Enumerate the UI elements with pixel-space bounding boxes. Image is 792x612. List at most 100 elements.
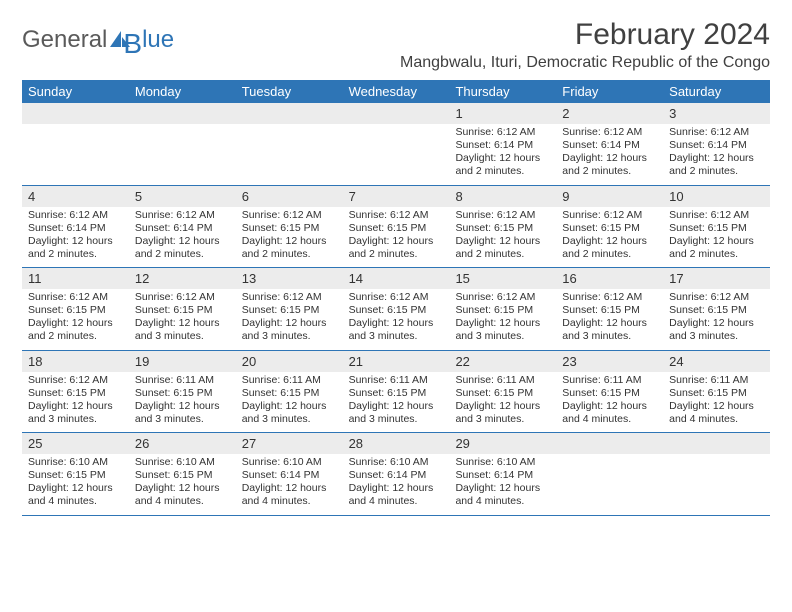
- sunset-text: Sunset: 6:14 PM: [669, 139, 764, 152]
- sunset-text: Sunset: 6:15 PM: [455, 387, 550, 400]
- sunrise-text: Sunrise: 6:12 AM: [669, 126, 764, 139]
- day-number: [663, 433, 770, 454]
- header: General Blue February 2024 Mangbwalu, It…: [22, 18, 770, 72]
- sunset-text: Sunset: 6:15 PM: [669, 222, 764, 235]
- sunrise-text: Sunrise: 6:12 AM: [135, 291, 230, 304]
- sunset-text: Sunset: 6:15 PM: [562, 304, 657, 317]
- dow-monday: Monday: [129, 80, 236, 103]
- sunset-text: Sunset: 6:14 PM: [242, 469, 337, 482]
- day-number: 4: [22, 186, 129, 207]
- daynum-row: 45678910: [22, 186, 770, 207]
- sunset-text: Sunset: 6:14 PM: [455, 469, 550, 482]
- sunrise-text: Sunrise: 6:12 AM: [28, 291, 123, 304]
- day-body: Sunrise: 6:12 AMSunset: 6:15 PMDaylight:…: [343, 289, 450, 350]
- daylight-text: Daylight: 12 hours and 3 minutes.: [562, 317, 657, 343]
- day-body: Sunrise: 6:12 AMSunset: 6:15 PMDaylight:…: [343, 207, 450, 268]
- body-row: Sunrise: 6:12 AM Sunset: 6:14 PM Daylight:…: [22, 207, 770, 268]
- day-body: Sunrise: 6:10 AMSunset: 6:14 PMDaylight:…: [449, 454, 556, 515]
- sunrise-text: Sunrise: 6:12 AM: [349, 291, 444, 304]
- day-number: [556, 433, 663, 454]
- sunrise-text: Sunrise: 6:10 AM: [28, 456, 123, 469]
- day-body: Sunrise: 6:12 AMSunset: 6:15 PMDaylight:…: [449, 207, 556, 268]
- day-number: 15: [449, 268, 556, 289]
- day-number: 23: [556, 351, 663, 372]
- day-body: Sunrise: 6:10 AMSunset: 6:15 PMDaylight:…: [129, 454, 236, 515]
- sunset-text: Sunset: 6:14 PM: [28, 222, 123, 235]
- sunset-text: Sunset: 6:15 PM: [28, 304, 123, 317]
- daylight-text: Daylight: 12 hours and 2 minutes.: [135, 235, 230, 261]
- day-number: 20: [236, 351, 343, 372]
- logo: General Blue: [22, 18, 174, 56]
- day-body: Sunrise: 6:10 AMSunset: 6:15 PMDaylight:…: [22, 454, 129, 515]
- sunrise-text: Sunrise: 6:12 AM: [562, 291, 657, 304]
- daylight-text: Daylight: 12 hours and 2 minutes.: [455, 152, 550, 178]
- sunset-text: Sunset: 6:15 PM: [349, 387, 444, 400]
- day-number: 3: [663, 103, 770, 124]
- dow-sunday: Sunday: [22, 80, 129, 103]
- day-body: Sunrise: 6:12 AMSunset: 6:15 PMDaylight:…: [663, 289, 770, 350]
- daylight-text: Daylight: 12 hours and 2 minutes.: [28, 317, 123, 343]
- sunrise-text: Sunrise: 6:12 AM: [242, 209, 337, 222]
- sunrise-text: Sunrise: 6:12 AM: [455, 291, 550, 304]
- daylight-text: Daylight: 12 hours and 4 minutes.: [669, 400, 764, 426]
- day-body: Sunrise: 6:12 AMSunset: 6:14 PMDaylight:…: [22, 207, 129, 268]
- logo-b: B: [123, 28, 142, 60]
- dow-wednesday: Wednesday: [343, 80, 450, 103]
- day-body: Sunrise: 6:12 AMSunset: 6:15 PMDaylight:…: [129, 289, 236, 350]
- day-body: Sunrise: 6:12 AMSunset: 6:15 PMDaylight:…: [556, 207, 663, 268]
- sunrise-text: Sunrise: 6:12 AM: [455, 126, 550, 139]
- day-body: Sunrise: 6:12 AMSunset: 6:15 PMDaylight:…: [22, 289, 129, 350]
- dow-saturday: Saturday: [663, 80, 770, 103]
- day-number: 22: [449, 351, 556, 372]
- calendar: Sunday Monday Tuesday Wednesday Thursday…: [22, 80, 770, 516]
- day-number: 8: [449, 186, 556, 207]
- day-body: Sunrise: 6:12 AMSunset: 6:15 PMDaylight:…: [22, 372, 129, 433]
- sunrise-text: Sunrise: 6:12 AM: [242, 291, 337, 304]
- sunrise-text: Sunrise: 6:12 AM: [455, 209, 550, 222]
- sunset-text: Sunset: 6:15 PM: [669, 304, 764, 317]
- sunset-text: Sunset: 6:15 PM: [28, 469, 123, 482]
- sunset-text: Sunset: 6:15 PM: [669, 387, 764, 400]
- sunrise-text: Sunrise: 6:11 AM: [455, 374, 550, 387]
- sunset-text: Sunset: 6:15 PM: [242, 222, 337, 235]
- sunset-text: Sunset: 6:15 PM: [455, 304, 550, 317]
- daylight-text: Daylight: 12 hours and 3 minutes.: [349, 317, 444, 343]
- daylight-text: Daylight: 12 hours and 4 minutes.: [28, 482, 123, 508]
- day-number: 19: [129, 351, 236, 372]
- daynum-row: 2526272829: [22, 433, 770, 454]
- title-block: February 2024 Mangbwalu, Ituri, Democrat…: [400, 18, 770, 72]
- sunrise-text: Sunrise: 6:12 AM: [135, 209, 230, 222]
- sunrise-text: Sunrise: 6:12 AM: [562, 209, 657, 222]
- weeks-container: 123Sunrise: 6:12 AMSunset: 6:14 PMDaylig…: [22, 103, 770, 516]
- page-title: February 2024: [400, 18, 770, 52]
- body-row: Sunrise: 6:10 AMSunset: 6:15 PMDaylight:…: [22, 454, 770, 515]
- logo-text-main: General: [22, 26, 107, 54]
- day-number: 26: [129, 433, 236, 454]
- sunset-text: Sunset: 6:15 PM: [455, 222, 550, 235]
- day-number: 14: [343, 268, 450, 289]
- sunset-text: Sunset: 6:15 PM: [135, 469, 230, 482]
- day-body: Sunrise: 6:12 AMSunset: 6:15 PMDaylight:…: [449, 289, 556, 350]
- day-body: Sunrise: 6:11 AMSunset: 6:15 PMDaylight:…: [449, 372, 556, 433]
- day-body: [236, 124, 343, 185]
- day-number: 10: [663, 186, 770, 207]
- daylight-text: Daylight: 12 hours and 3 minutes.: [28, 400, 123, 426]
- day-body: [343, 124, 450, 185]
- day-body: [663, 454, 770, 515]
- day-number: 29: [449, 433, 556, 454]
- daylight-text: Daylight: 12 hours and 2 minutes.: [349, 235, 444, 261]
- body-row: Sunrise: 6:12 AMSunset: 6:15 PMDaylight:…: [22, 289, 770, 350]
- daylight-text: Daylight: 12 hours and 2 minutes.: [562, 152, 657, 178]
- day-body: Sunrise: 6:12 AMSunset: 6:15 PMDaylight:…: [556, 289, 663, 350]
- day-number: 11: [22, 268, 129, 289]
- daylight-text: Daylight: 12 hours and 3 minutes.: [349, 400, 444, 426]
- day-number: 18: [22, 351, 129, 372]
- day-number: 5: [129, 186, 236, 207]
- day-number: 6: [236, 186, 343, 207]
- day-body: [556, 454, 663, 515]
- page-subtitle: Mangbwalu, Ituri, Democratic Republic of…: [400, 54, 770, 72]
- daylight-text: Daylight: 12 hours and 4 minutes.: [349, 482, 444, 508]
- day-number: 13: [236, 268, 343, 289]
- sunrise-text: Sunrise: 6:10 AM: [455, 456, 550, 469]
- sunset-text: Sunset: 6:15 PM: [562, 387, 657, 400]
